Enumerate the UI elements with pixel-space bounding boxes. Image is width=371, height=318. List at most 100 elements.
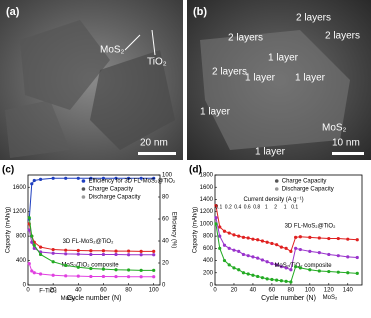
data-point [241,252,246,257]
x-tick-label: 100 [305,288,316,294]
data-point [289,280,293,284]
y-tick-label: 800 [16,234,27,240]
y2-tick-label: 20 [162,261,169,267]
data-point [126,249,131,253]
data-point [275,263,279,267]
y-tick-label: 800 [203,234,214,240]
data-point [76,248,80,253]
scale-bar [138,152,176,155]
data-point [214,216,218,220]
data-point [251,255,255,259]
data-point [32,178,36,183]
data-point [232,248,236,252]
legend-label: Efficiency for 3D FL-MoS₂@TiO₂ [88,179,175,185]
data-point [284,266,288,270]
data-point [284,246,288,250]
data-point [30,240,34,244]
data-point [214,203,218,208]
data-point [139,253,143,257]
y-tick-label: 1200 [13,209,27,215]
rate-label: 0.1 [291,205,298,211]
data-point [89,176,93,180]
y2-axis-label: Efficiency (%) [170,212,176,249]
x-tick-label: 80 [125,288,132,294]
particle [20,20,110,110]
data-point [101,252,106,257]
series-label: 3D FL-MoS₂@TiO₂ [63,239,115,245]
annotation: 2 layers [296,13,331,24]
annotation: 1 layer [200,107,231,118]
annotation: 2 layers [212,67,247,78]
data-point [265,240,269,244]
data-point [317,269,321,273]
annotation: MoS₂ [322,123,347,134]
data-point [232,266,236,270]
y2-tick-label: 0 [162,283,166,289]
data-point [308,235,312,239]
data-point [355,255,359,260]
data-point [126,253,131,257]
y-tick-label: 1400 [200,197,214,203]
y-tick-label: 1600 [200,185,214,191]
data-point [214,222,218,226]
data-point [76,274,80,278]
data-point [64,252,68,256]
data-point [270,277,274,282]
data-point [336,254,340,258]
data-point [218,225,222,229]
rate-label: 0.6 [244,205,251,211]
annotation: 2 layers [228,33,263,44]
data-point [237,234,241,238]
data-point [227,263,231,267]
data-point [289,249,293,253]
legend-marker [274,187,279,191]
data-point [101,274,106,279]
x-tick-label: 140 [343,288,354,294]
data-point [30,234,34,238]
data-point [64,274,68,278]
y-tick-label: 1600 [13,185,27,191]
x-tick-label: 40 [250,288,257,294]
data-point [298,247,302,252]
data-point [260,258,265,262]
scale-bar [332,152,364,155]
plot-frame [214,174,363,286]
data-point [76,252,80,256]
data-point [89,274,93,279]
y-tick-label: 1000 [200,221,214,227]
x-tick-label: 0 [213,288,217,294]
data-point [64,176,68,180]
x-tick-label: 80 [288,288,295,294]
data-point [227,231,231,235]
data-point [64,263,68,268]
x-tick-label: 20 [50,288,57,294]
rate-label: 0.1 [215,205,222,211]
data-point [89,252,93,257]
data-point [38,252,43,257]
data-point [27,228,31,232]
y2-tick-label: 60 [162,217,169,223]
data-point [227,246,231,250]
legend-label: Charge Capacity [88,187,133,193]
data-point [265,277,269,281]
data-point [284,279,288,283]
data-point [237,268,241,272]
data-point [51,176,55,180]
data-point [32,246,36,250]
panel-label: (d) [189,165,202,176]
data-point [336,236,340,241]
data-point [327,236,331,241]
data-point [139,275,143,279]
data-point [27,216,31,220]
data-point [327,269,331,274]
data-point [251,237,255,241]
data-point [114,176,118,180]
data-point [241,271,246,275]
data-point [101,267,106,271]
data-point [275,278,279,282]
data-point [270,262,274,266]
data-point [222,243,227,247]
data-point [152,275,156,279]
data-point [30,269,34,273]
data-point [256,238,260,242]
